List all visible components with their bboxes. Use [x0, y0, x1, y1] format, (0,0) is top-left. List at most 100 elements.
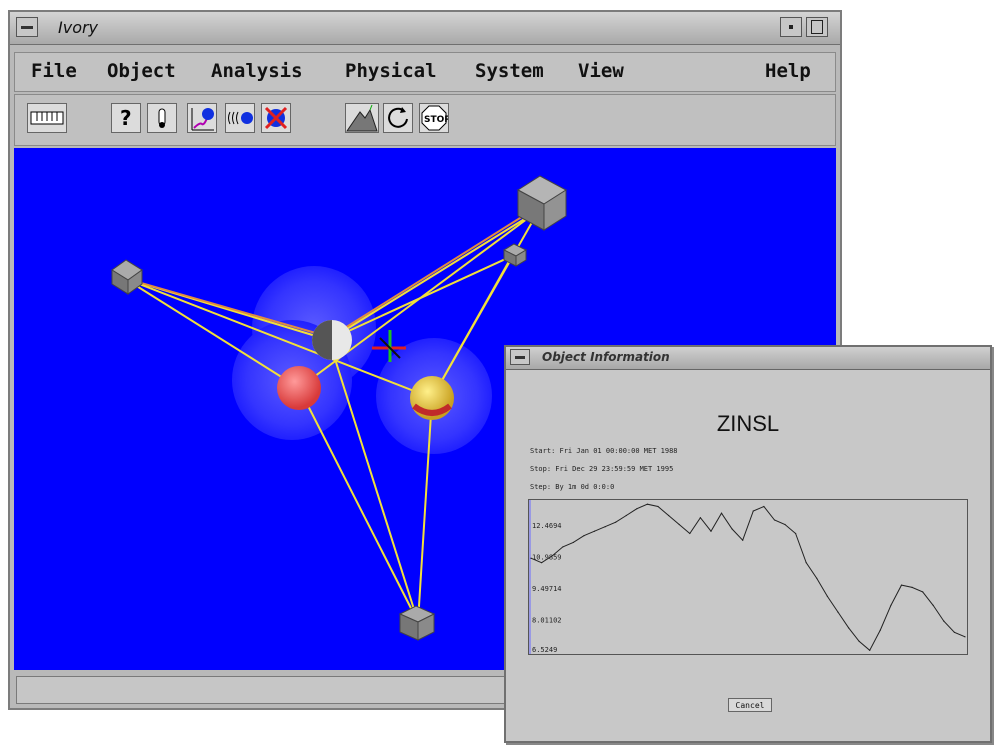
white-sphere-shadow [312, 320, 332, 360]
data-point [562, 546, 564, 548]
data-point [922, 591, 924, 593]
main-window: Ivory File Object Analysis Physical Syst… [8, 10, 842, 710]
title-bar: Ivory [10, 12, 840, 45]
data-point [773, 519, 776, 521]
series-line [530, 503, 966, 652]
data-point [678, 523, 680, 526]
menu-physical[interactable]: Physical [345, 60, 437, 82]
data-point [689, 532, 691, 535]
question-icon: ? [120, 107, 132, 129]
info-title-bar: Object Information [506, 347, 990, 370]
stop-button[interactable]: STOP [419, 103, 449, 133]
step-size: Step: By 1m 0d 0:0:0 [530, 483, 615, 491]
menu-object[interactable]: Object [107, 60, 176, 82]
toolbar: ? STOP [14, 94, 836, 146]
orbit-icon [191, 108, 214, 131]
start-time: Start: Fri Jan 01 00:00:00 MET 1988 [530, 447, 678, 455]
data-point [615, 521, 617, 523]
data-point [646, 503, 649, 505]
data-point [795, 532, 797, 535]
cancel-button[interactable]: Cancel [728, 698, 772, 712]
scene-canvas [111, 175, 567, 641]
menu-help[interactable]: Help [765, 60, 811, 82]
data-point [530, 557, 532, 559]
ruler-button[interactable] [27, 103, 67, 133]
cube-node[interactable] [517, 175, 567, 231]
yellow-sphere-band [412, 403, 452, 416]
menu-system[interactable]: System [475, 60, 544, 82]
cube-node[interactable] [502, 243, 528, 267]
data-point [731, 528, 733, 530]
data-point [540, 562, 543, 564]
stop-label: STOP [424, 115, 448, 125]
data-point [710, 530, 712, 532]
data-point [805, 562, 807, 564]
maximize-button[interactable] [806, 17, 828, 37]
window-title: Ivory [58, 18, 99, 37]
data-point [551, 555, 553, 557]
data-point [890, 604, 892, 606]
ruler-icon [30, 111, 64, 125]
menu-file[interactable]: File [31, 60, 77, 82]
cube-node[interactable] [111, 259, 143, 295]
data-point [742, 539, 744, 541]
y-tick-label: 8.01102 [532, 617, 562, 625]
delete-object-icon [264, 106, 288, 130]
data-point [752, 510, 754, 512]
radiate-button[interactable] [225, 103, 255, 133]
data-point [699, 517, 701, 519]
data-point [943, 620, 945, 622]
window-menu-button[interactable] [16, 17, 38, 37]
data-point [657, 505, 659, 508]
data-point [869, 649, 871, 651]
stop-icon: STOP [421, 105, 448, 131]
data-point [636, 508, 638, 510]
axis-gizmo[interactable] [372, 330, 406, 362]
cube-node[interactable] [398, 605, 436, 641]
maximize-icon [811, 20, 823, 34]
delete-object-button[interactable] [261, 103, 291, 133]
stop-time: Stop: Fri Dec 29 23:59:59 MET 1995 [530, 465, 674, 473]
y-tick-label: 6.5249 [532, 646, 557, 654]
rotate-icon [388, 107, 408, 128]
window-menu-icon [21, 25, 33, 29]
data-point [953, 631, 956, 633]
data-point [900, 584, 903, 586]
y-tick-label: 12.4694 [532, 522, 562, 530]
menu-analysis[interactable]: Analysis [211, 60, 303, 82]
data-point [964, 636, 966, 638]
data-point [826, 595, 828, 597]
orbit-button[interactable] [187, 103, 217, 133]
query-button[interactable]: ? [111, 103, 141, 133]
minimize-button[interactable] [780, 17, 802, 37]
data-point [847, 627, 850, 629]
data-point [604, 526, 606, 528]
rotate-button[interactable] [383, 103, 413, 133]
thermometer-button[interactable] [147, 103, 177, 133]
data-point [763, 505, 765, 508]
object-information-window: Object Information ZINSL Start: Fri Jan … [504, 345, 992, 743]
connection-lines-orange [123, 207, 537, 337]
data-point [837, 611, 839, 613]
menu-view[interactable]: View [578, 60, 624, 82]
data-point [784, 523, 786, 526]
red-sphere[interactable] [277, 366, 321, 410]
thermometer-icon [158, 108, 166, 128]
menu-bar: File Object Analysis Physical System Vie… [14, 52, 836, 92]
info-window-menu-button[interactable] [510, 349, 530, 365]
data-point [668, 514, 670, 517]
radiate-icon [228, 111, 253, 125]
data-point [858, 640, 860, 642]
data-point [879, 629, 881, 631]
y-tick-label: 9.49714 [532, 585, 562, 593]
terrain-button[interactable] [345, 103, 379, 133]
data-point [911, 586, 913, 588]
minimize-icon [789, 25, 793, 29]
info-window-title: Object Information [542, 350, 670, 364]
chart-svg: 12.4694 10.9859 9.49714 8.01102 6.5249 [529, 500, 966, 654]
line-chart: 12.4694 10.9859 9.49714 8.01102 6.5249 [528, 499, 968, 655]
terrain-icon [346, 104, 378, 132]
data-point [720, 512, 723, 514]
y-tick-label: 10.9859 [532, 554, 562, 562]
object-name: ZINSL [716, 411, 780, 436]
